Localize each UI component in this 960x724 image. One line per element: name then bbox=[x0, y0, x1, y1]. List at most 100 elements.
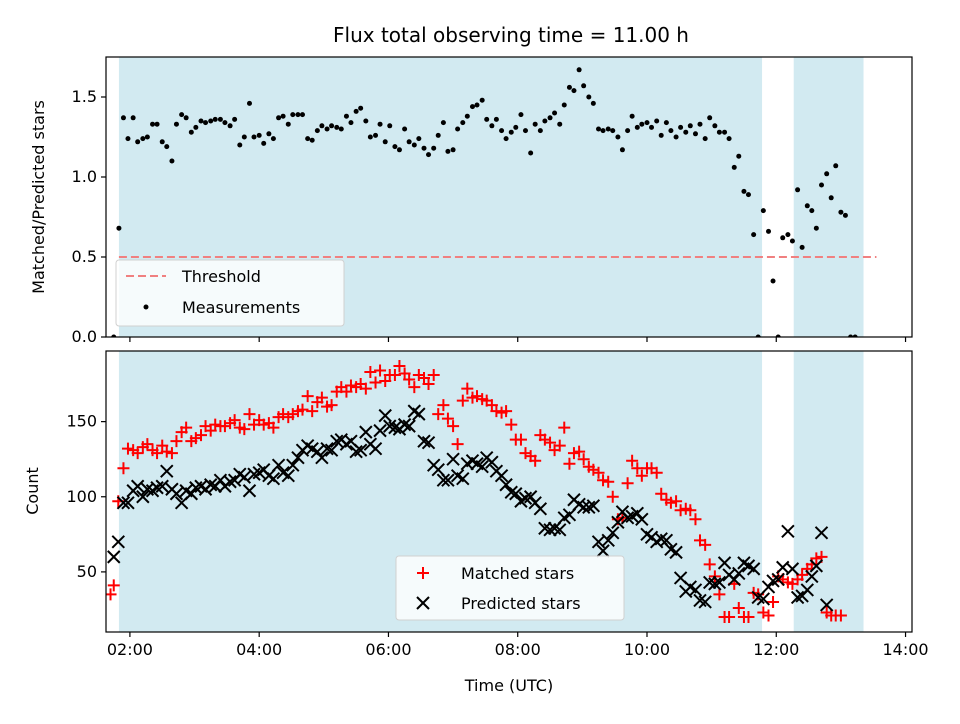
measurements-point-131 bbox=[745, 192, 751, 198]
x-tick-label: 10:00 bbox=[624, 640, 670, 659]
measurements-point-135 bbox=[766, 228, 772, 234]
measurements-point-83 bbox=[513, 124, 519, 130]
y-tick-label: 150 bbox=[66, 412, 97, 431]
measurements-point-130 bbox=[741, 188, 747, 194]
y-tick-label: 0.0 bbox=[72, 327, 97, 346]
measurements-point-2 bbox=[120, 115, 126, 121]
measurements-point-67 bbox=[435, 132, 441, 138]
measurements-point-134 bbox=[760, 208, 766, 214]
matched-stars-point-130 bbox=[732, 601, 745, 614]
matched-stars-point-71 bbox=[447, 420, 460, 433]
matched-stars-point-103 bbox=[602, 475, 615, 488]
measurements-point-102 bbox=[605, 126, 611, 132]
predicted-stars-point-5 bbox=[130, 479, 145, 493]
predicted-stars-point-103 bbox=[606, 526, 620, 540]
predicted-stars-point-146 bbox=[814, 526, 829, 540]
matched-stars-point-120 bbox=[684, 504, 697, 517]
predicted-stars-point-147 bbox=[819, 598, 834, 612]
measurements-point-144 bbox=[809, 208, 815, 214]
x-tick-label: 06:00 bbox=[365, 640, 411, 659]
measurements-point-149 bbox=[833, 163, 839, 169]
matched-stars-point-46 bbox=[325, 399, 338, 412]
measurements-point-132 bbox=[751, 232, 757, 238]
predicted-stars-point-125 bbox=[712, 575, 727, 590]
measurements-point-1 bbox=[116, 225, 122, 231]
predicted-stars-point-86 bbox=[523, 490, 538, 504]
predicted-stars-point-106 bbox=[620, 511, 635, 525]
measurements-point-58 bbox=[392, 144, 398, 150]
measurements-point-128 bbox=[731, 164, 737, 170]
measurements-point-51 bbox=[358, 105, 364, 111]
measurements-point-17 bbox=[193, 124, 199, 130]
measurements-point-65 bbox=[426, 152, 432, 158]
measurements-point-45 bbox=[329, 123, 335, 129]
predicted-stars-point-145 bbox=[809, 559, 824, 573]
matched-stars-point-107 bbox=[621, 477, 634, 490]
matched-stars-point-63 bbox=[408, 381, 421, 394]
measurements-point-150 bbox=[838, 209, 844, 215]
measurements-point-101 bbox=[600, 128, 606, 134]
matched-stars-point-44 bbox=[315, 391, 328, 404]
measurements-point-63 bbox=[416, 136, 422, 142]
measurements-point-72 bbox=[460, 120, 466, 126]
measurements-point-79 bbox=[493, 116, 499, 122]
measurements-point-121 bbox=[697, 121, 703, 127]
predicted-stars-point-3 bbox=[121, 496, 135, 510]
matched-stars-point-95 bbox=[563, 457, 576, 470]
measurements-point-115 bbox=[668, 128, 674, 134]
matched-stars-point-73 bbox=[456, 394, 469, 407]
measurements-point-8 bbox=[150, 121, 156, 127]
x-tick-label: 08:00 bbox=[495, 640, 541, 659]
top-legend: Threshold Measurements bbox=[115, 259, 345, 327]
matched-stars-point-19 bbox=[195, 429, 208, 442]
measurements-point-153 bbox=[852, 334, 858, 337]
predicted-stars-point-135 bbox=[761, 580, 776, 594]
predicted-stars-point-141 bbox=[790, 590, 805, 605]
measurements-point-24 bbox=[227, 123, 233, 129]
predicted-stars-point-108 bbox=[630, 506, 645, 520]
matched-stars-point-54 bbox=[364, 366, 377, 379]
measurements-point-85 bbox=[522, 128, 528, 134]
predicted-stars-point-144 bbox=[805, 569, 819, 584]
predicted-stars-point-90 bbox=[543, 523, 557, 537]
predicted-stars-point-120 bbox=[688, 583, 703, 597]
predicted-stars-point-83 bbox=[509, 487, 523, 501]
measurements-point-69 bbox=[445, 148, 451, 154]
predicted-stars-point-137 bbox=[771, 572, 785, 587]
predicted-stars-point-42 bbox=[310, 444, 325, 459]
matched-stars-point-97 bbox=[573, 445, 586, 458]
matched-stars-point-65 bbox=[418, 372, 431, 385]
measurements-point-39 bbox=[299, 112, 305, 118]
matched-stars-point-53 bbox=[359, 382, 372, 395]
predicted-stars-point-34 bbox=[271, 458, 286, 472]
predicted-stars-point-44 bbox=[320, 441, 334, 456]
measurements-point-90 bbox=[547, 115, 553, 121]
matched-stars-point-61 bbox=[398, 367, 411, 380]
predicted-stars-point-128 bbox=[727, 572, 741, 587]
predicted-stars-point-99 bbox=[586, 499, 601, 513]
measurements-point-9 bbox=[154, 121, 160, 127]
predicted-stars-point-38 bbox=[291, 450, 305, 465]
measurements-point-0 bbox=[111, 334, 117, 337]
bottom-y-axis-label: Count bbox=[23, 467, 42, 515]
measurements-point-120 bbox=[692, 131, 698, 137]
axes-frame-0 bbox=[105, 56, 913, 338]
measurements-point-106 bbox=[625, 128, 631, 134]
measurements-point-82 bbox=[508, 129, 514, 135]
measurements-point-47 bbox=[338, 126, 344, 132]
axes-frame-1 bbox=[105, 350, 913, 633]
matched-stars-point-79 bbox=[485, 399, 498, 412]
measurements-point-18 bbox=[198, 118, 204, 124]
measurements-point-145 bbox=[813, 225, 819, 231]
measurements-point-56 bbox=[382, 139, 388, 145]
measurements-point-123 bbox=[707, 115, 713, 121]
measurements-point-48 bbox=[343, 113, 349, 119]
measurements-point-139 bbox=[785, 232, 791, 238]
bottom-legend: Matched stars Predicted stars bbox=[395, 555, 625, 621]
predicted-stars-point-94 bbox=[562, 508, 577, 522]
measurements-point-137 bbox=[775, 334, 781, 337]
predicted-stars-point-27 bbox=[237, 470, 252, 484]
measurements-point-59 bbox=[396, 147, 402, 153]
predicted-stars-point-139 bbox=[781, 524, 795, 539]
measurements-point-44 bbox=[324, 126, 330, 132]
